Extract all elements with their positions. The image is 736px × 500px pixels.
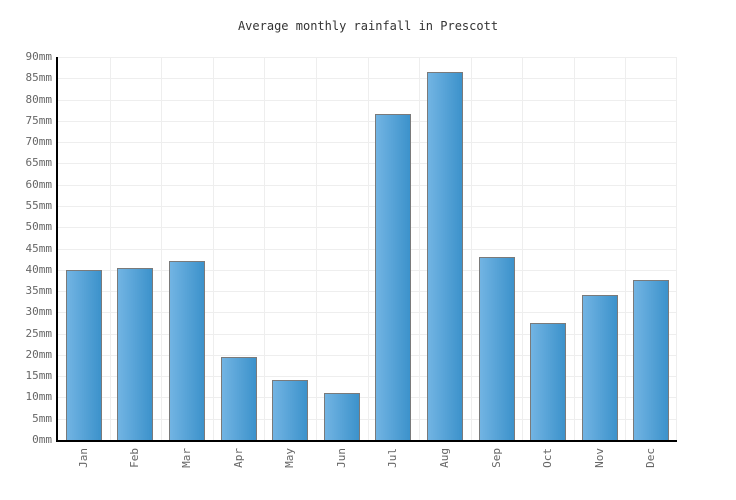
- v-gridline: [110, 57, 111, 440]
- y-axis-tick-label: 90mm: [25, 50, 53, 63]
- chart-title: Average monthly rainfall in Prescott: [237, 19, 499, 33]
- x-axis-label-jul: Jul: [386, 448, 400, 468]
- h-gridline: [58, 354, 677, 356]
- h-gridline: [58, 397, 677, 399]
- h-gridline: [58, 248, 677, 250]
- h-gridline: [58, 227, 677, 229]
- x-axis-label-mar: Mar: [180, 448, 193, 468]
- y-axis-tick-label: 0mm: [32, 433, 52, 446]
- v-gridline: [676, 57, 677, 440]
- x-axis-label-jun: Jun: [334, 448, 348, 468]
- v-gridline: [368, 57, 369, 440]
- y-axis-tick-label: 15mm: [25, 369, 53, 383]
- y-axis-tick-label: 55mm: [25, 198, 53, 212]
- y-axis-tick-label: 85mm: [25, 71, 53, 85]
- y-axis-tick-label: 40mm: [25, 262, 53, 276]
- bar-feb: [117, 268, 154, 440]
- bar-may: [272, 380, 309, 440]
- y-axis-tick-label: 20mm: [25, 347, 53, 361]
- x-axis-label-aug: Aug: [437, 448, 451, 468]
- y-axis-tick-label: 35mm: [25, 284, 53, 298]
- h-gridline: [58, 333, 677, 335]
- y-axis-tick-label: 10mm: [25, 390, 53, 404]
- h-gridline: [58, 269, 677, 271]
- v-gridline: [419, 57, 420, 440]
- x-axis-label-apr: Apr: [231, 448, 245, 468]
- v-gridline: [574, 57, 575, 440]
- h-gridline: [58, 376, 677, 378]
- bar-jun: [323, 393, 360, 440]
- h-gridline: [58, 291, 677, 293]
- v-gridline: [316, 57, 317, 440]
- v-gridline: [522, 57, 523, 440]
- y-axis-tick-label: 65mm: [25, 156, 53, 170]
- y-axis-tick-label: 60mm: [25, 177, 53, 191]
- y-axis-tick-label: 25mm: [25, 326, 53, 340]
- plot-area: [56, 57, 677, 442]
- h-gridline: [58, 312, 677, 314]
- x-axis-label-jan: Jan: [76, 448, 90, 468]
- y-axis-tick-label: 80mm: [25, 92, 53, 106]
- x-axis-label-oct: Oct: [541, 448, 554, 468]
- v-gridline: [471, 57, 472, 440]
- x-axis-label-dec: Dec: [644, 448, 658, 468]
- h-gridline: [58, 205, 677, 207]
- x-axis-label-sep: Sep: [489, 448, 503, 468]
- x-axis-label-may: May: [283, 448, 297, 468]
- y-axis-tick-label: 30mm: [25, 305, 53, 319]
- h-gridline: [58, 120, 677, 122]
- y-axis-tick-label: 50mm: [25, 220, 53, 234]
- bar-apr: [220, 357, 257, 440]
- x-axis-label-nov: Nov: [592, 448, 606, 468]
- h-gridline: [58, 418, 677, 420]
- h-gridline: [58, 142, 677, 144]
- bar-oct: [530, 323, 566, 440]
- bar-nov: [581, 295, 618, 440]
- y-axis-tick-label: 45mm: [25, 241, 53, 255]
- h-gridline: [58, 184, 677, 186]
- bar-sep: [478, 257, 515, 440]
- v-gridline: [264, 57, 265, 440]
- h-gridline: [58, 78, 677, 80]
- y-axis-tick-label: 5mm: [32, 411, 52, 425]
- y-axis-tick-label: 70mm: [25, 135, 53, 149]
- v-gridline: [625, 57, 626, 440]
- v-gridline: [213, 57, 214, 440]
- y-axis-tick-label: 75mm: [25, 113, 53, 127]
- bar-dec: [633, 280, 670, 440]
- bar-jul: [375, 114, 412, 440]
- h-gridline: [58, 163, 677, 165]
- bar-mar: [169, 261, 205, 440]
- bar-aug: [426, 72, 463, 440]
- v-gridline: [161, 57, 162, 440]
- h-gridline: [58, 57, 677, 58]
- h-gridline: [58, 99, 677, 101]
- x-axis-label-feb: Feb: [128, 448, 142, 468]
- bar-jan: [65, 270, 102, 440]
